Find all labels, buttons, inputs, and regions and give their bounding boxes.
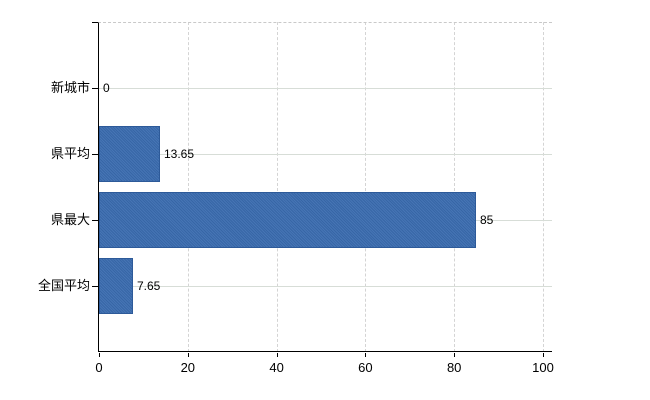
x-axis-tick [187,353,189,357]
vertical-gridline [365,22,367,352]
bar-value-label: 13.65 [164,147,195,161]
bar [99,192,476,248]
x-tick-label: 60 [358,360,373,375]
x-tick-label: 100 [532,360,554,375]
bar-value-label: 85 [480,213,494,227]
x-axis-tick [365,353,367,357]
x-tick-label: 0 [95,360,103,375]
y-axis-tick [92,88,98,89]
category-label: 全国平均 [37,278,90,293]
horizontal-gridline [99,88,552,89]
x-axis-tick [454,353,456,357]
bar [99,126,160,182]
category-label: 新城市 [50,80,90,95]
horizontal-gridline [99,286,552,287]
bar-value-label: 7.65 [137,279,161,293]
x-tick-label: 20 [180,360,196,375]
horizontal-gridline [99,154,552,155]
x-tick-label: 40 [269,360,284,375]
x-tick-label: 80 [446,360,462,375]
vertical-gridline [543,22,544,352]
y-axis-end-tick [92,22,98,23]
bar [99,258,133,314]
x-axis-tick [99,353,100,357]
plot-area [98,22,552,352]
y-axis-tick [92,220,98,221]
category-label: 県平均 [50,146,90,161]
y-axis-tick [92,286,98,287]
x-axis-tick [543,353,544,357]
vertical-gridline [276,22,278,352]
vertical-gridline [187,22,189,352]
y-axis-tick [92,154,98,155]
x-axis-tick [276,353,278,357]
vertical-gridline [454,22,456,352]
bar-value-label: 0 [103,81,110,95]
category-label: 県最大 [50,212,90,227]
